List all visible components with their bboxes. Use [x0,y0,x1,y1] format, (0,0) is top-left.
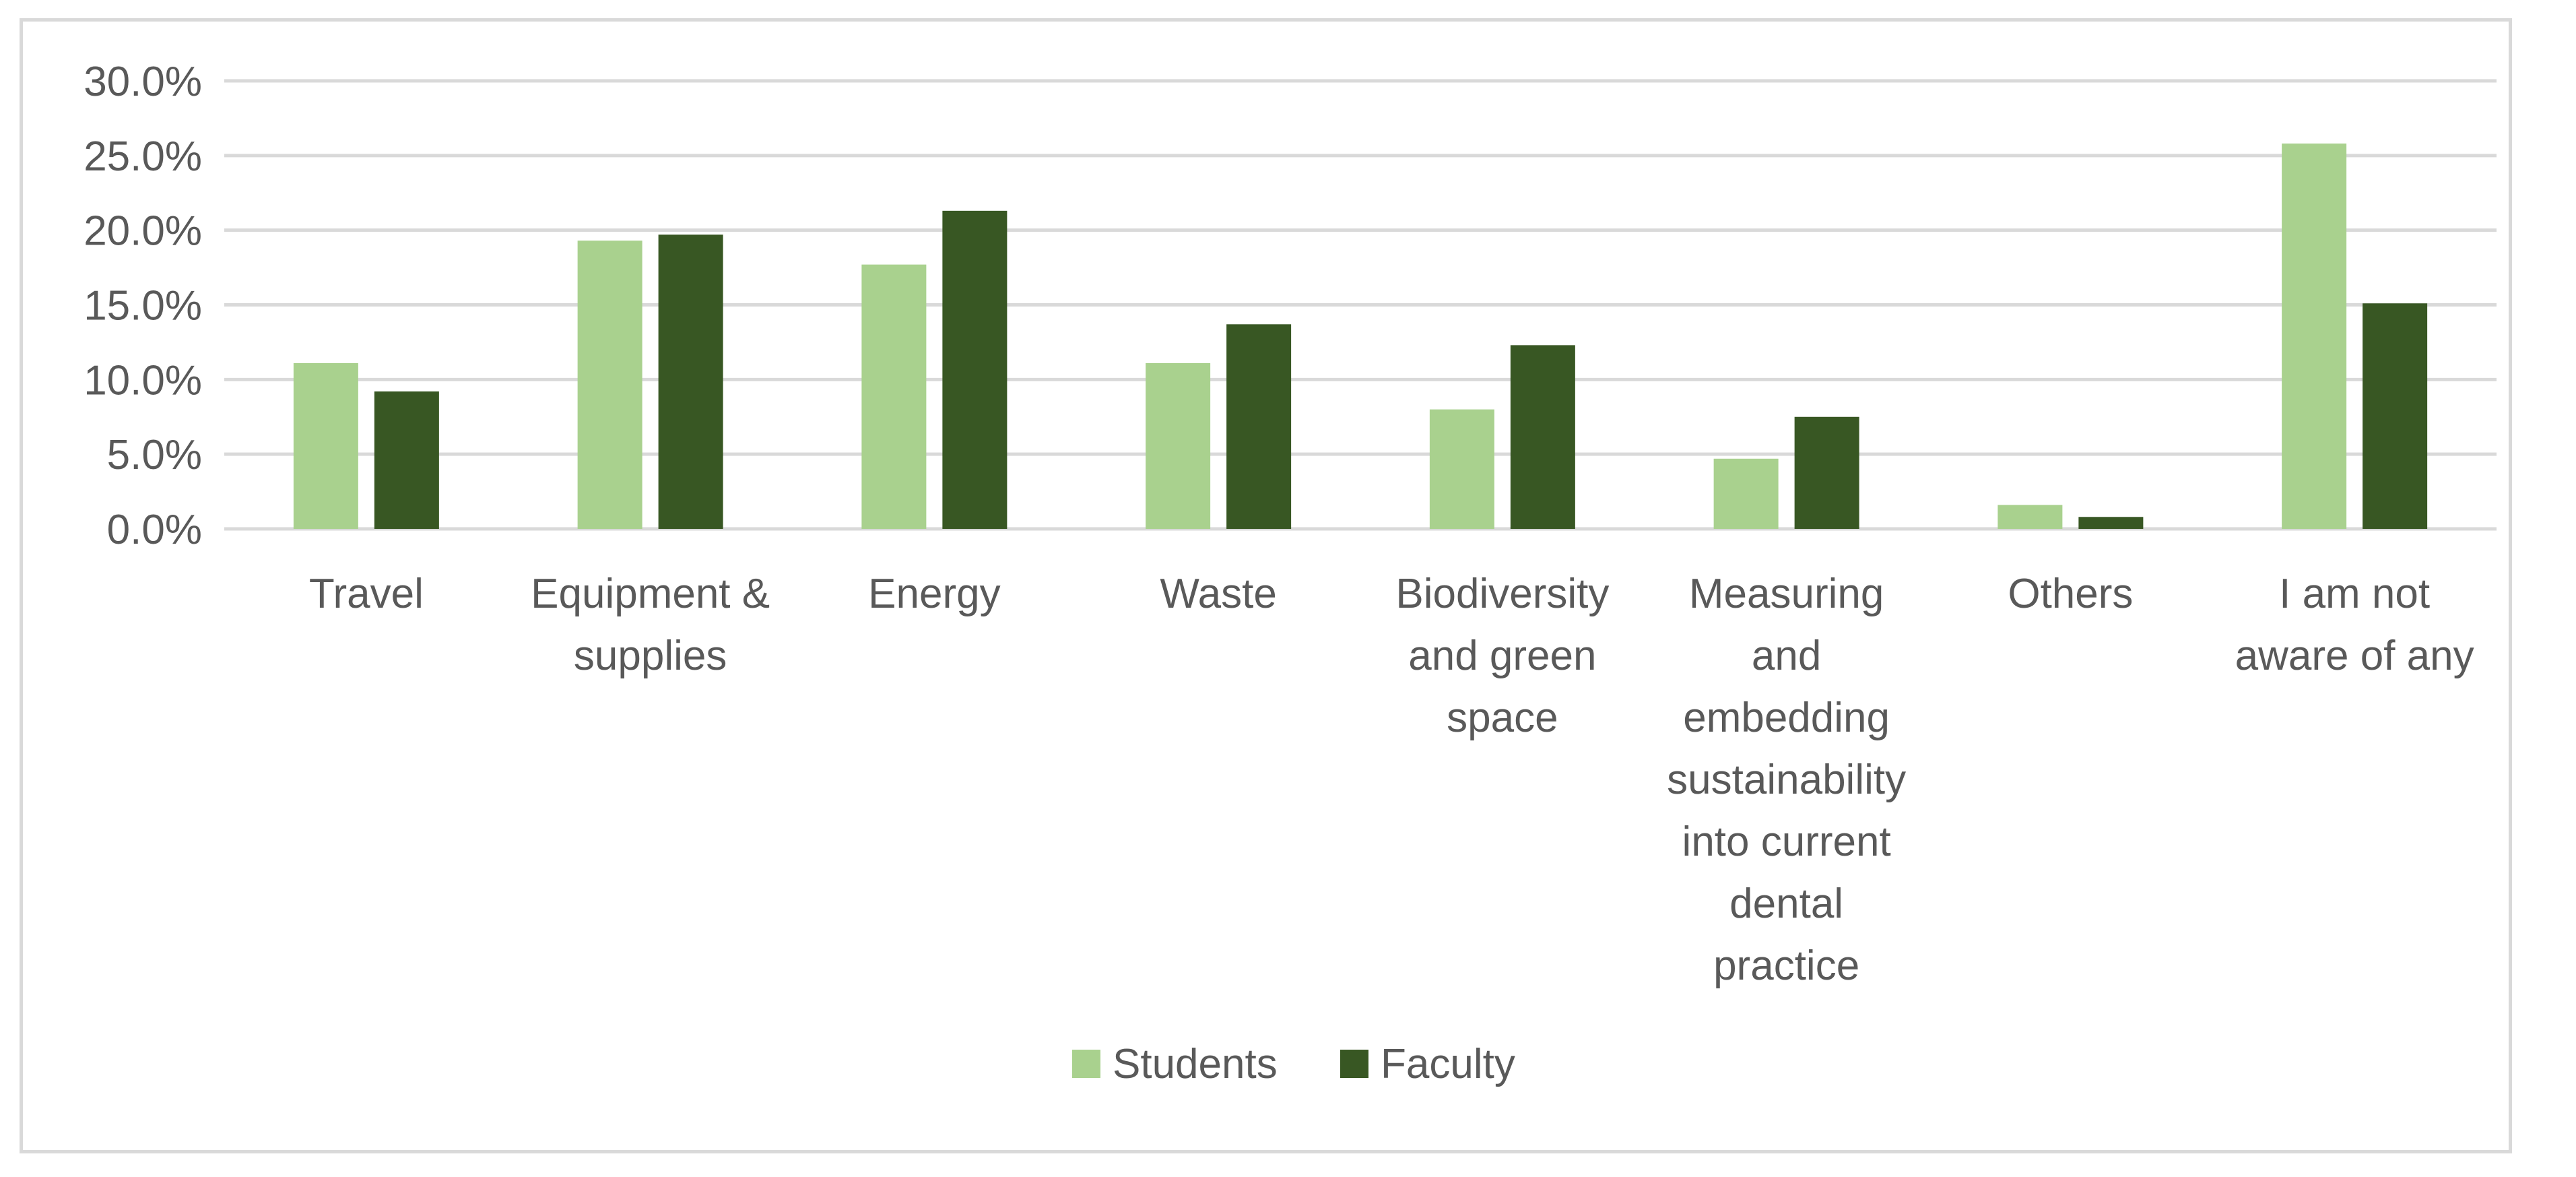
bar-students [1429,409,1494,529]
bar-students [1146,362,1211,529]
legend-label: Faculty [1381,1041,1515,1087]
bars [293,144,2428,530]
y-tick-label: 0.0% [107,507,202,553]
x-axis-category-labels: Travel Equipment & supplies Energy Waste Biod… [309,571,2474,989]
legend-swatch [1340,1050,1368,1078]
legend-swatch [1072,1050,1100,1078]
x-category-label: Travel [309,571,424,617]
bar-students [1713,458,1779,529]
y-tick-label: 10.0% [84,357,202,404]
gridlines [224,79,2497,531]
bar-faculty [2363,303,2428,529]
y-tick-label: 5.0% [107,432,202,478]
bar-students [861,264,927,529]
bar-faculty [1226,324,1292,529]
legend-item-students: Students [1072,1041,1278,1087]
bar-faculty [1510,345,1575,529]
y-tick-label: 15.0% [84,283,202,329]
bar-students [2282,144,2347,530]
y-axis-tick-labels: 0.0% 5.0% 10.0% 15.0% 20.0% 25.0% 30.0% [84,59,202,553]
bar-students [293,362,358,529]
y-tick-label: 25.0% [84,133,202,180]
bar-students [577,241,642,529]
chart-frame [20,18,2512,1153]
x-category-label: Measuring and embedding sustainability into … [1667,571,1906,989]
x-category-label: Waste [1160,571,1276,617]
bar-faculty [658,234,723,529]
bar-faculty [374,391,439,529]
bar-faculty [942,210,1008,529]
legend-item-faculty: Faculty [1340,1041,1515,1087]
bar-faculty [1794,416,1859,529]
legend-label: Students [1113,1041,1278,1087]
x-category-label: Biodiversity and green space [1395,571,1609,741]
y-tick-label: 20.0% [84,208,202,255]
bar-students [1997,505,2063,529]
x-category-label: Energy [868,571,1000,617]
x-category-label: I am not aware of any [2235,571,2474,679]
y-tick-label: 30.0% [84,59,202,105]
bar-faculty [2078,517,2144,529]
x-category-label: Others [2008,571,2133,617]
legend: Students Faculty [1072,1041,1515,1087]
x-category-label: Equipment & supplies [531,571,770,679]
